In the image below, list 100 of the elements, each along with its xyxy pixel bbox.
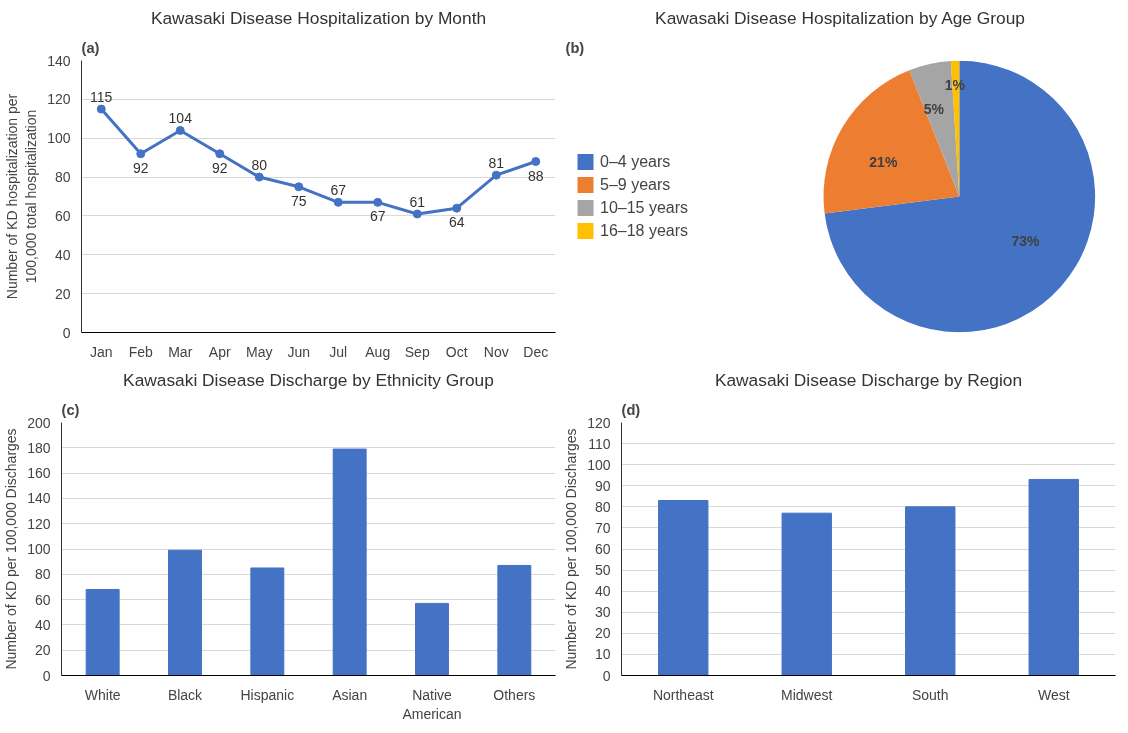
y-tick-label: 50: [594, 562, 611, 579]
bar: [905, 506, 956, 676]
data-label: 75: [290, 192, 307, 209]
data-label: 73%: [1011, 233, 1041, 250]
bar: [168, 549, 202, 676]
y-tick-label: 40: [54, 246, 71, 263]
chart-title: Kawasaki Disease Hospitalization by Age Group: [655, 7, 1025, 28]
y-tick-label: 0: [42, 667, 51, 684]
x-tick-label: Midwest: [781, 686, 833, 703]
y-tick-label: 60: [54, 207, 71, 224]
x-tick-label: South: [911, 686, 949, 703]
bar: [497, 564, 532, 676]
point: [215, 149, 225, 159]
text: (d): [621, 401, 641, 418]
legend-label: 16–18 years: [600, 221, 689, 240]
point: [254, 172, 264, 182]
x-tick-label: Native American: [402, 686, 462, 722]
data-label: 64: [448, 214, 465, 231]
point: [333, 197, 343, 207]
data-label: 67: [330, 182, 347, 199]
y-tick-label: 80: [34, 566, 51, 583]
y-tick-label: 110: [588, 435, 611, 452]
x-tick-label: Hispanic: [240, 686, 295, 703]
y-tick-label: 20: [54, 285, 71, 302]
data-label: 5%: [923, 100, 945, 117]
x-tick-label: May: [246, 343, 273, 360]
y-tick-label: 60: [594, 541, 611, 557]
chart-title: Kawasaki Disease Discharge by Region: [714, 369, 1023, 390]
point: [136, 149, 146, 159]
x-tick-label: Jan: [89, 343, 113, 360]
data-label: 67: [369, 208, 386, 225]
y-tick-label: 40: [34, 616, 51, 633]
y-tick-label: 120: [27, 515, 51, 532]
data-label: 92: [211, 159, 228, 176]
text: (b): [565, 39, 585, 56]
x-tick-label: Black: [167, 686, 204, 703]
y-tick-label: 20: [34, 642, 51, 659]
point: [491, 170, 501, 180]
y-tick-label: 70: [594, 519, 611, 536]
y-tick-label: 100: [587, 456, 611, 473]
point: [175, 125, 185, 135]
y-tick-label: 180: [27, 439, 51, 456]
x-tick-label: Mar: [168, 343, 193, 360]
data-label: 81: [488, 155, 505, 172]
point: [373, 197, 383, 207]
point: [531, 157, 541, 167]
bar: [250, 567, 285, 676]
x-tick-label: West: [1037, 686, 1070, 703]
y-tick-label: 140: [27, 490, 51, 507]
y-tick-label: 120: [587, 414, 611, 431]
y-tick-label: 80: [594, 498, 611, 515]
chart-title: Kawasaki Disease Discharge by Ethnicity Group: [123, 369, 494, 390]
point: [452, 203, 462, 213]
x-tick-label: Nov: [483, 343, 509, 360]
point: [294, 182, 304, 192]
y-tick-label: 40: [594, 583, 611, 600]
y-tick-label: 80: [54, 169, 71, 186]
y-tick-label: 30: [594, 604, 611, 621]
y-tick-label: 200: [27, 414, 51, 431]
point: [412, 209, 422, 219]
x-tick-label: Jun: [287, 343, 311, 360]
y-axis-title: Number of KD per 100,000 Discharges: [3, 428, 20, 670]
text: (a): [81, 39, 100, 56]
y-tick-label: 160: [27, 465, 51, 482]
bar: [332, 448, 367, 676]
y-tick-label: 90: [594, 477, 611, 494]
data-label: 88: [527, 167, 544, 184]
x-tick-label: Jul: [329, 343, 348, 360]
x-tick-label: White: [84, 686, 121, 703]
x-tick-label: Oct: [445, 343, 468, 360]
y-tick-label: 120: [47, 91, 71, 108]
legend-label: 10–15 years: [600, 198, 689, 217]
y-axis-title: Number of KD per 100,000 Discharges: [563, 428, 580, 670]
x-tick-label: Feb: [128, 343, 154, 360]
y-tick-label: 20: [594, 625, 611, 642]
data-label: 80: [251, 157, 268, 174]
data-label: 61: [409, 193, 426, 210]
x-tick-label: Dec: [523, 343, 549, 360]
bar: [658, 500, 709, 676]
bar: [1028, 478, 1079, 676]
y-tick-label: 60: [34, 591, 51, 608]
y-tick-label: 100: [47, 130, 71, 147]
point: [96, 104, 106, 114]
y-tick-label: 10: [594, 646, 611, 663]
y-tick-label: 100: [27, 541, 51, 557]
y-axis-title: Number of KD hospitalization per 100,000 total hospitalization: [3, 93, 40, 300]
x-tick-label: Northeast: [652, 686, 714, 703]
legend-label: 5–9 years: [600, 175, 671, 194]
data-label: 1%: [944, 76, 966, 93]
x-tick-label: Apr: [208, 343, 231, 360]
bar: [85, 588, 120, 676]
x-tick-label: Asian: [332, 686, 368, 703]
x-tick-label: Others: [493, 686, 536, 703]
y-tick-label: 140: [47, 52, 71, 69]
y-tick-label: 0: [62, 324, 71, 341]
data-label: 104: [168, 110, 193, 127]
legend-label: 0–4 years: [600, 152, 671, 171]
bar: [415, 602, 449, 676]
bar: [781, 512, 832, 676]
x-tick-label: Sep: [404, 343, 430, 360]
